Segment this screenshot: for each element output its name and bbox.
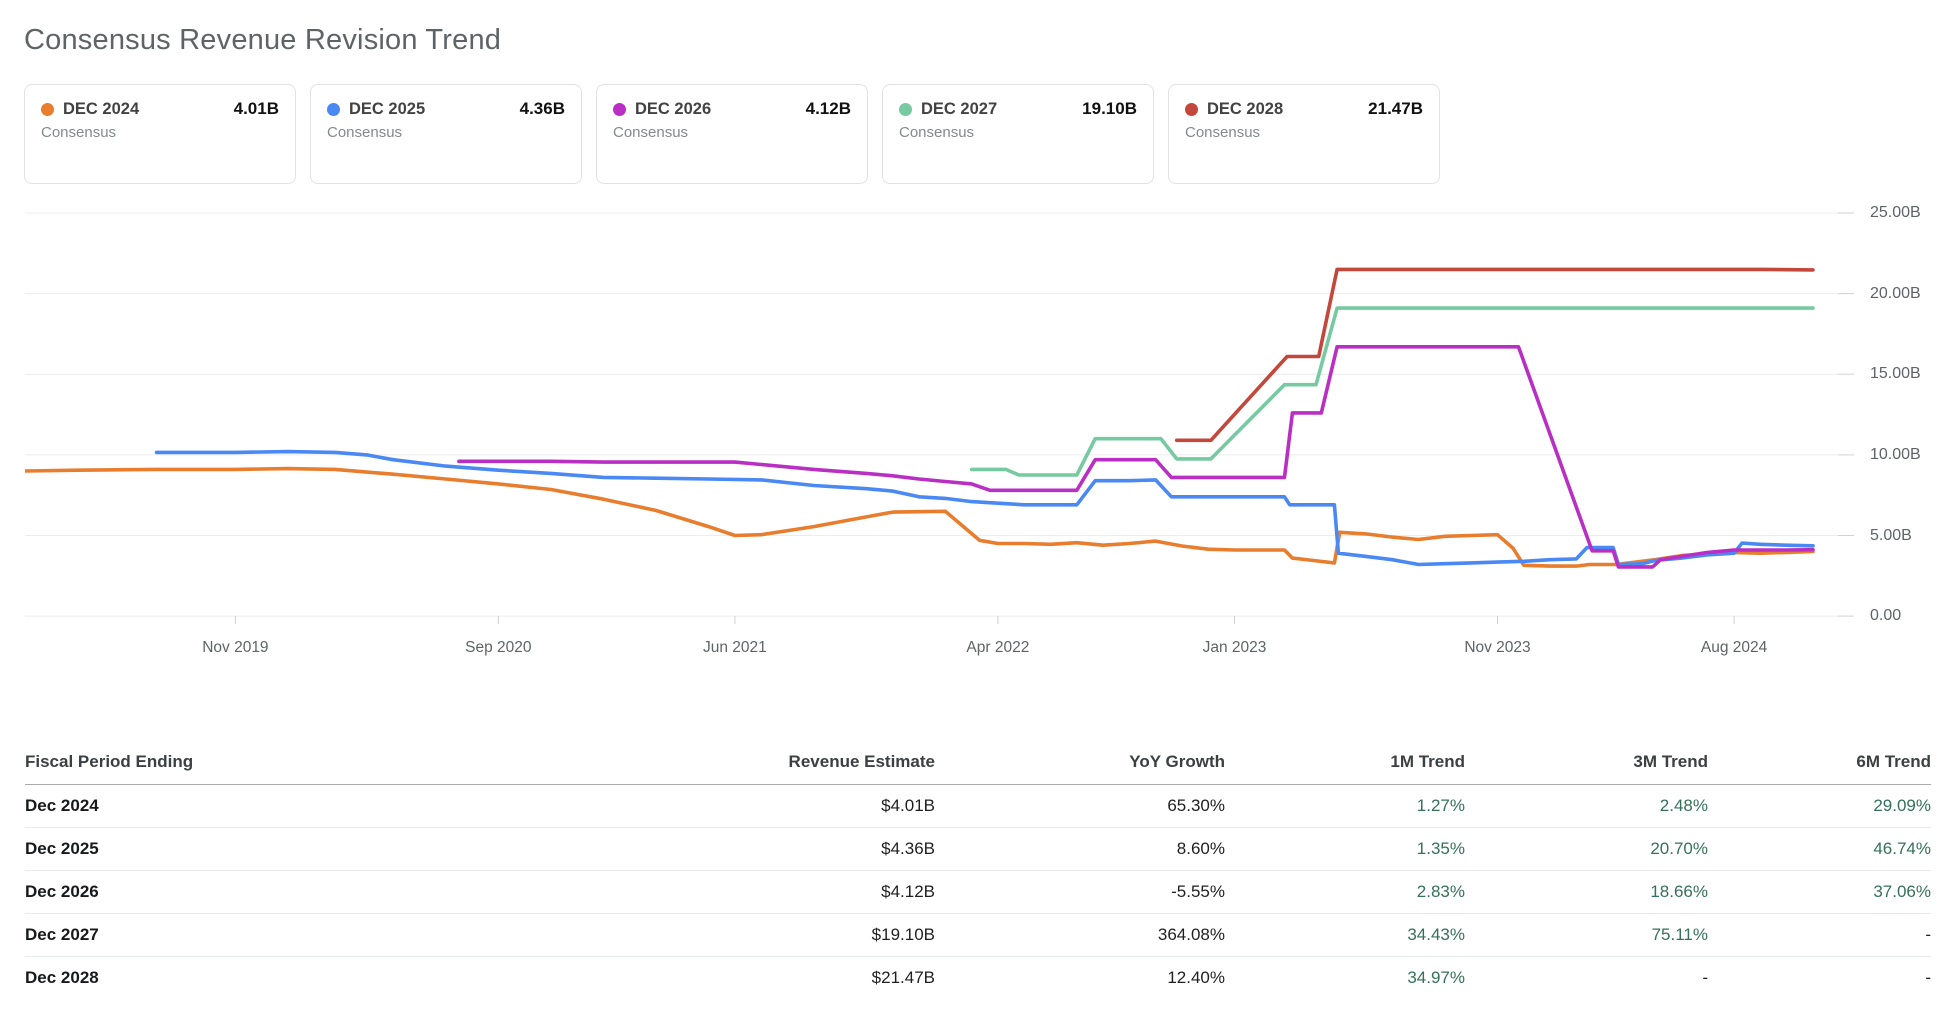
column-header-1m-trend: 1M Trend <box>1225 752 1465 785</box>
table-row: Dec 2026 $4.12B -5.55% 2.83% 18.66% 37.06% <box>25 870 1931 914</box>
cell-m3: 18.66% <box>1465 870 1708 914</box>
y-axis-label: 5.00B <box>1870 526 1912 544</box>
cell-yoy: 8.60% <box>935 827 1225 871</box>
cell-m1: 34.43% <box>1225 913 1465 957</box>
cell-revenue: $4.01B <box>445 784 935 828</box>
legend-card[interactable]: DEC 2028 21.47B Consensus <box>1168 84 1440 184</box>
x-axis-label: Nov 2023 <box>1464 639 1531 656</box>
x-axis-label: Aug 2024 <box>1700 639 1768 656</box>
cell-m1: 2.83% <box>1225 870 1465 914</box>
x-axis-label: Jan 2023 <box>1202 639 1267 656</box>
series-line-dec-2025-consensus[interactable] <box>154 449 1815 567</box>
y-axis-label: 20.00B <box>1870 284 1921 302</box>
cell-m6: 46.74% <box>1708 827 1931 871</box>
legend-card[interactable]: DEC 2024 4.01B Consensus <box>24 84 296 184</box>
legend-card[interactable]: DEC 2027 19.10B Consensus <box>882 84 1154 184</box>
cell-yoy: 65.30% <box>935 784 1225 828</box>
x-axis-label: Nov 2019 <box>202 639 269 656</box>
cell-period: Dec 2024 <box>25 784 445 828</box>
series-color-dot-icon <box>1185 102 1198 116</box>
column-header-fiscal-period-ending: Fiscal Period Ending <box>25 752 445 785</box>
table-header-row: Fiscal Period Ending Revenue Estimate YoY … <box>25 752 1931 785</box>
chart-area[interactable]: 25.00B 20.00B 15.00B 10.00B 5.00B 0.00 Nov 201… <box>25 186 1930 668</box>
cell-revenue: $4.36B <box>445 827 935 871</box>
revision-chart[interactable] <box>25 186 1865 631</box>
cell-m1: 1.27% <box>1225 784 1465 828</box>
series-color-dot-icon <box>41 102 54 116</box>
legend-card-value: 19.10B <box>1082 99 1137 118</box>
x-axis-label: Apr 2022 <box>966 639 1030 656</box>
legend-card-value: 4.01B <box>233 99 279 118</box>
legend-card-period: DEC 2024 <box>63 99 140 118</box>
table-row: Dec 2028 $21.47B 12.40% 34.97% - - <box>25 957 1931 1000</box>
cell-revenue: $19.10B <box>445 913 935 957</box>
cell-yoy: -5.55% <box>935 870 1225 914</box>
series-line-dec-2026-consensus[interactable] <box>457 345 1815 569</box>
x-axis-label: Jun 2021 <box>703 639 767 656</box>
y-axis-label: 10.00B <box>1870 445 1921 463</box>
cell-m3: - <box>1702 968 1708 987</box>
cell-yoy: 12.40% <box>1167 968 1225 987</box>
series-color-dot-icon <box>327 102 340 116</box>
cell-m6: 37.06% <box>1708 870 1931 914</box>
table-row: Dec 2024 $4.01B 65.30% 1.27% 2.48% 29.09% <box>25 784 1931 828</box>
cell-period: Dec 2025 <box>25 827 445 871</box>
legend-card-row: DEC 2024 4.01B Consensus DEC 2025 4.36B … <box>24 84 1930 184</box>
legend-card-subtitle: Consensus <box>1185 124 1261 141</box>
series-line-dec-2027-consensus[interactable] <box>969 306 1815 477</box>
cell-yoy: 364.08% <box>935 913 1225 957</box>
legend-card-subtitle: Consensus <box>899 124 975 141</box>
cell-m3: 20.70% <box>1465 827 1708 871</box>
cell-period: Dec 2027 <box>25 913 445 957</box>
legend-card-period: DEC 2025 <box>349 99 426 118</box>
legend-card-value: 4.12B <box>805 99 851 118</box>
cell-m3: 2.48% <box>1465 784 1708 828</box>
table-row: Dec 2025 $4.36B 8.60% 1.35% 20.70% 46.74% <box>25 827 1931 871</box>
cell-revenue: $4.12B <box>445 870 935 914</box>
column-header-3m-trend: 3M Trend <box>1465 752 1708 785</box>
cell-m6: - <box>1708 913 1931 957</box>
legend-card-period: DEC 2028 <box>1207 99 1284 118</box>
legend-card-subtitle: Consensus <box>327 124 403 141</box>
series-color-dot-icon <box>613 102 626 116</box>
legend-card-value: 21.47B <box>1368 99 1423 118</box>
y-axis-label: 25.00B <box>1870 204 1921 221</box>
legend-card[interactable]: DEC 2026 4.12B Consensus <box>596 84 868 184</box>
cell-m1: 34.97% <box>1407 968 1465 987</box>
cell-m3: 75.11% <box>1465 913 1708 957</box>
column-header-yoy-growth: YoY Growth <box>935 752 1225 785</box>
column-header-6m-trend: 6M Trend <box>1708 752 1931 785</box>
cell-period: Dec 2028 <box>25 968 99 987</box>
estimates-table: Fiscal Period Ending Revenue Estimate YoY … <box>25 752 1931 999</box>
cell-revenue: $21.47B <box>871 968 935 987</box>
cell-m6: 29.09% <box>1708 784 1931 828</box>
legend-card[interactable]: DEC 2025 4.36B Consensus <box>310 84 582 184</box>
legend-card-subtitle: Consensus <box>613 124 689 141</box>
cell-m6: - <box>1925 968 1931 987</box>
legend-card-value: 4.36B <box>519 99 565 118</box>
page-title: Consensus Revenue Revision Trend <box>24 24 502 56</box>
y-axis-label: 0.00 <box>1870 607 1902 625</box>
series-line-dec-2024-consensus[interactable] <box>25 466 1815 568</box>
column-header-revenue-estimate: Revenue Estimate <box>445 752 935 785</box>
legend-card-subtitle: Consensus <box>41 124 117 141</box>
table-body: Dec 2024 $4.01B 65.30% 1.27% 2.48% 29.09% Dec … <box>25 784 1931 1000</box>
legend-card-period: DEC 2026 <box>635 99 712 118</box>
series-line-dec-2028-consensus[interactable] <box>1174 267 1815 443</box>
y-axis-label: 15.00B <box>1870 365 1921 383</box>
cell-m1: 1.35% <box>1225 827 1465 871</box>
table-row: Dec 2027 $19.10B 364.08% 34.43% 75.11% - <box>25 913 1931 957</box>
legend-card-period: DEC 2027 <box>921 99 998 118</box>
x-axis-label: Sep 2020 <box>465 639 532 656</box>
cell-period: Dec 2026 <box>25 870 445 914</box>
series-color-dot-icon <box>899 102 912 116</box>
